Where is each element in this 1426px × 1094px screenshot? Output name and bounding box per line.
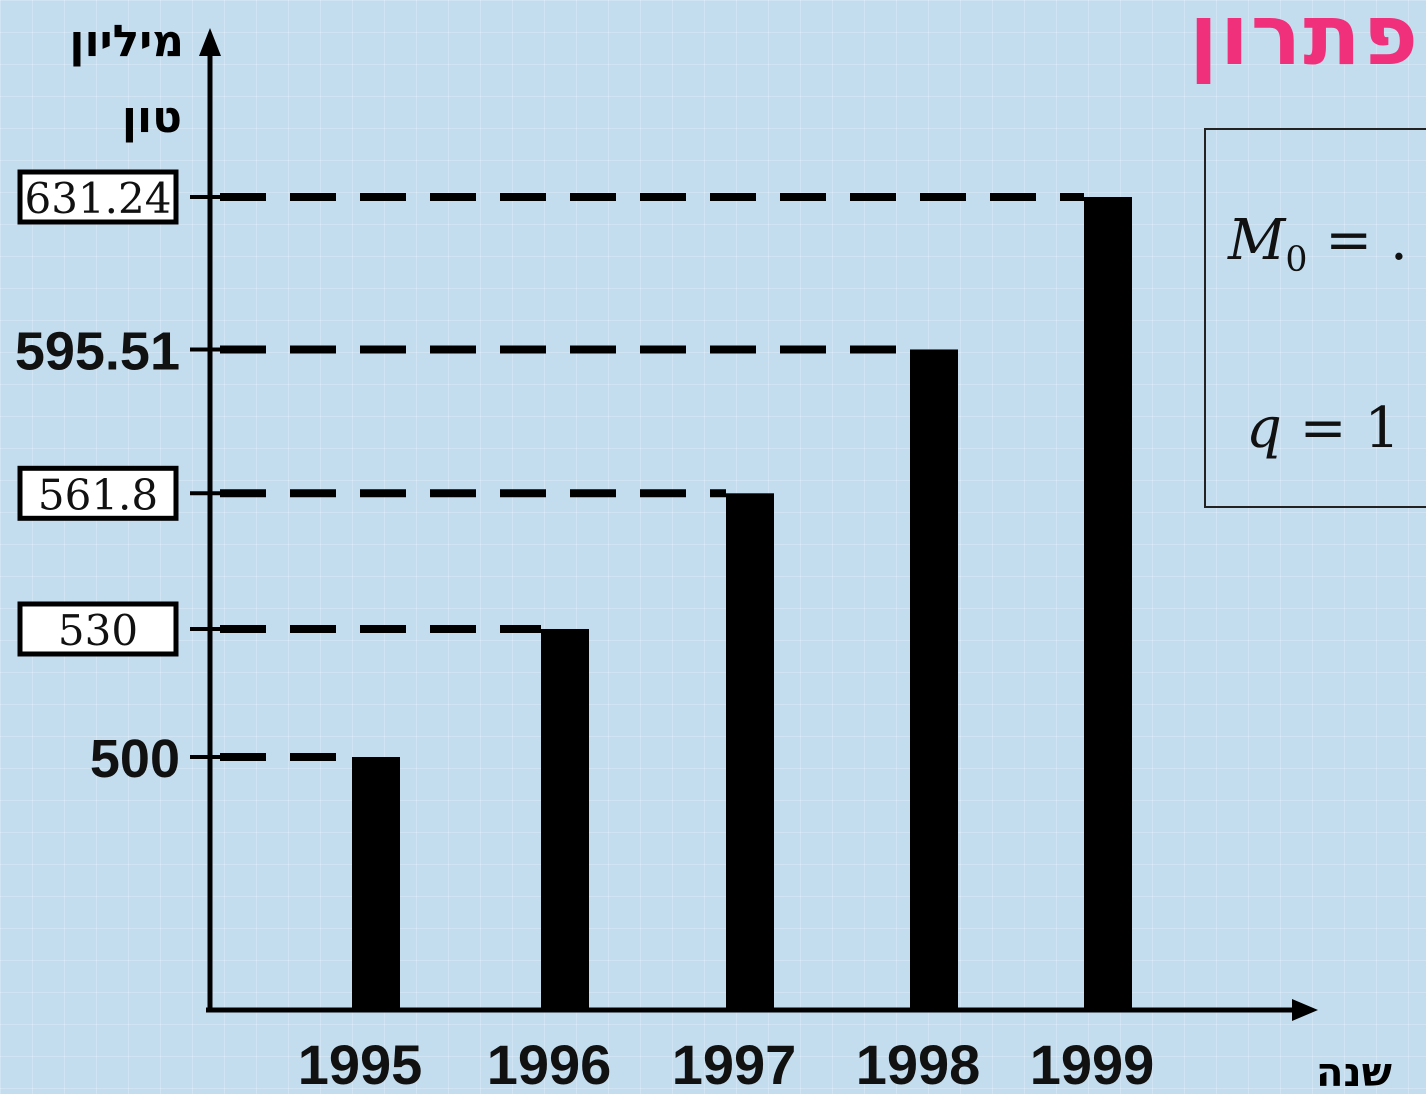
x-tick-label: 1995: [298, 1033, 423, 1094]
x-tick-label: 1997: [672, 1033, 797, 1094]
y-axis-label-line1: מיליון: [69, 16, 184, 67]
x-axis-label: שנה: [1316, 1050, 1392, 1094]
bar-1999: [1084, 197, 1132, 1010]
y-tick-label: 500: [90, 729, 180, 789]
m0-variable: M: [1228, 208, 1286, 273]
y-tick-label-box: [17, 465, 179, 521]
y-tick-label: 561.8: [38, 470, 158, 519]
q-variable: q: [1246, 396, 1282, 461]
bar-1997: [726, 493, 774, 1010]
solution-title: פתרון: [1189, 0, 1420, 84]
q-equals: = 1: [1299, 396, 1401, 461]
y-tick-label: 530: [58, 606, 138, 655]
y-tick-label-box: [17, 169, 179, 225]
formula-box: [1204, 128, 1426, 508]
x-tick-label: 1998: [856, 1033, 981, 1094]
bar-1998: [910, 349, 958, 1011]
bar-1995: [352, 757, 400, 1010]
bar-1996: [541, 628, 589, 1010]
m0-subscript: 0: [1285, 240, 1308, 281]
y-tick-label: 595.51: [15, 321, 180, 381]
x-tick-label: 1996: [487, 1033, 612, 1094]
y-axis-label-line2: טון: [122, 92, 182, 143]
y-tick-label: 631.24: [25, 174, 172, 223]
y-tick-label-box: [17, 601, 179, 657]
y-axis-arrow-icon: [199, 28, 221, 56]
m0-equals: = .: [1325, 208, 1408, 273]
initial-amount-formula: M0 = .: [1228, 208, 1408, 280]
x-tick-label: 1999: [1030, 1033, 1155, 1094]
x-axis-arrow-icon: [1292, 999, 1318, 1021]
growth-factor-formula: q = 1: [1246, 396, 1400, 461]
